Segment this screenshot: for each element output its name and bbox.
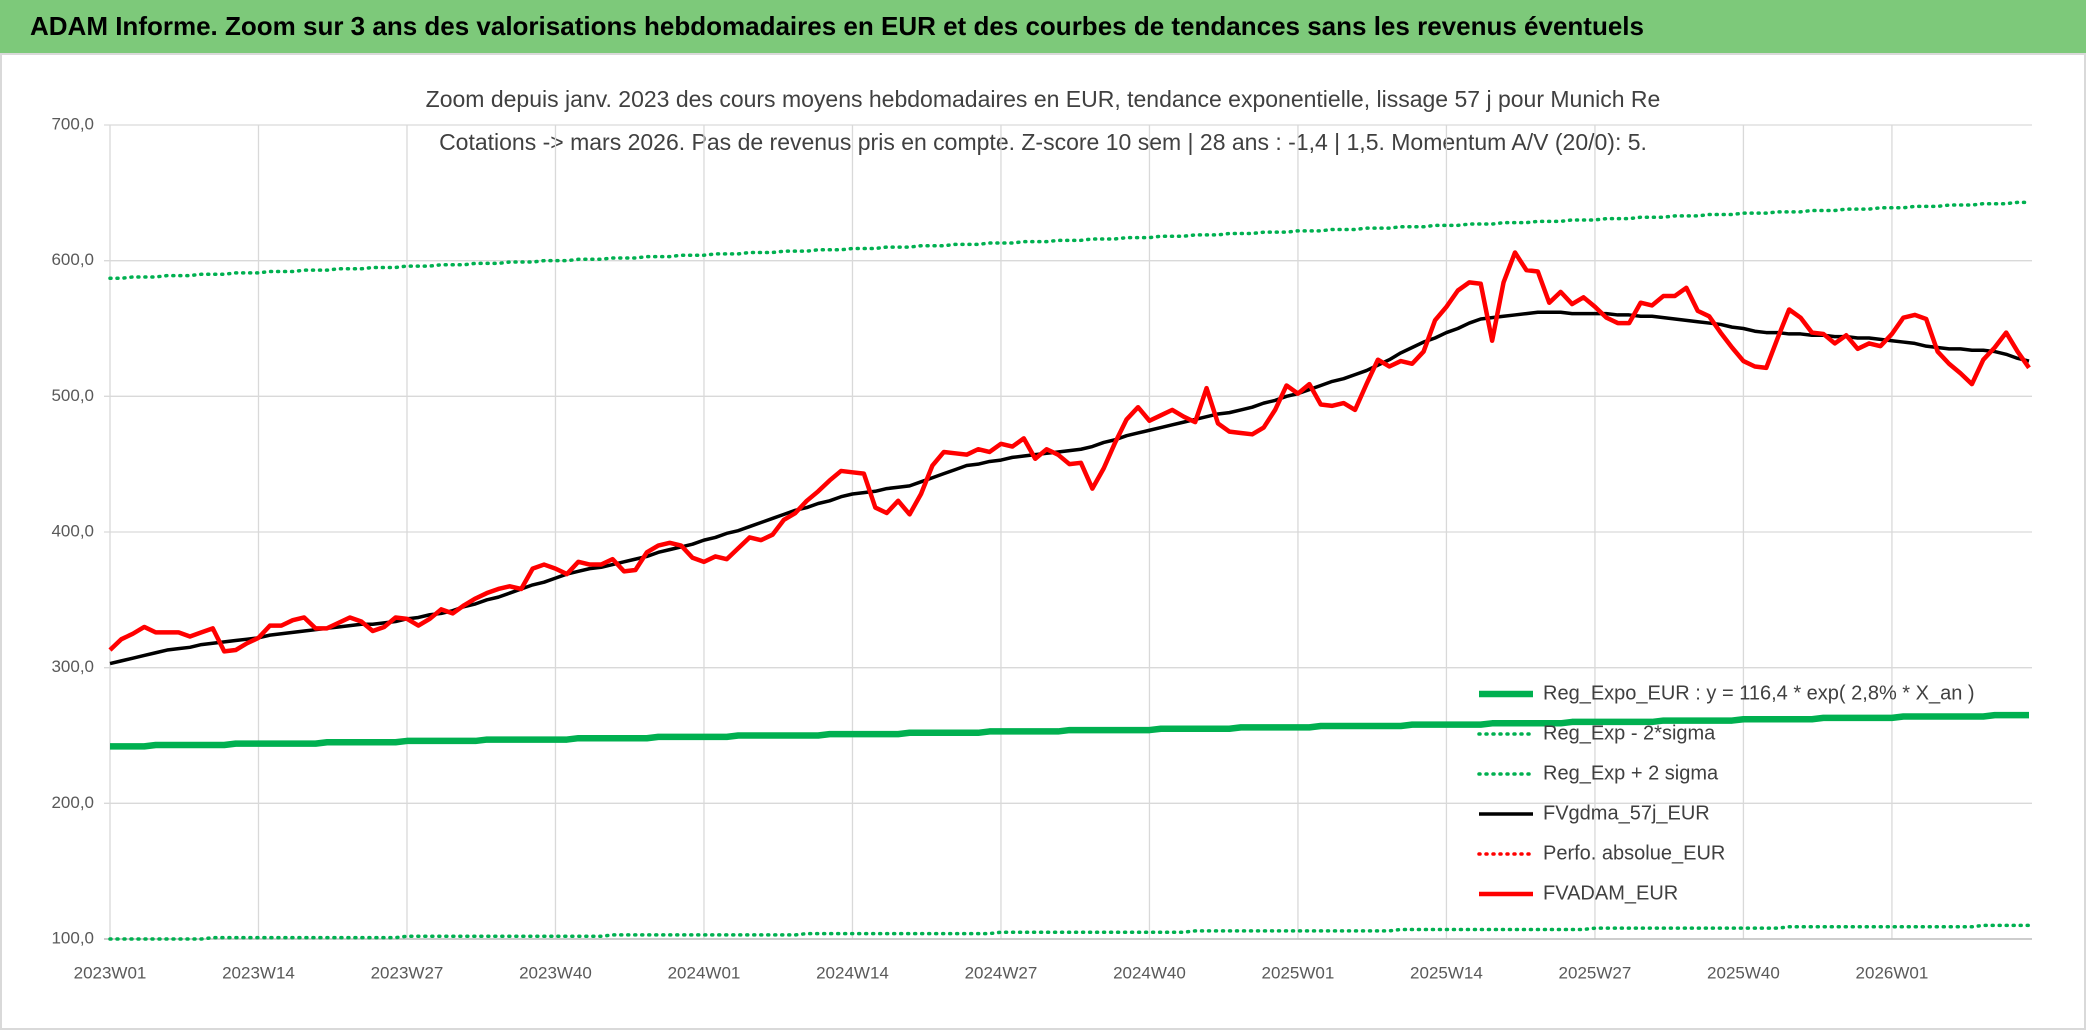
legend-label: Reg_Exp + 2 sigma bbox=[1543, 762, 1719, 784]
series-line bbox=[109, 310, 2030, 666]
chart-border bbox=[0, 53, 2086, 1030]
legend-label: Reg_Expo_EUR : y = 116,4 * exp( 2,8% * X… bbox=[1543, 682, 1975, 704]
y-tick-label: 200,0 bbox=[51, 793, 94, 812]
y-tick-label: 100,0 bbox=[51, 928, 94, 947]
header-bar bbox=[0, 0, 2086, 53]
chart-subtitle: Zoom depuis janv. 2023 des cours moyens … bbox=[426, 86, 1661, 112]
x-tick-label: 2023W01 bbox=[74, 963, 147, 982]
x-tick-label: 2023W40 bbox=[519, 963, 592, 982]
y-tick-label: 700,0 bbox=[51, 114, 94, 133]
y-tick-label: 600,0 bbox=[51, 250, 94, 269]
chart-subtitle: Cotations -> mars 2026. Pas de revenus p… bbox=[439, 129, 1647, 155]
y-tick-label: 500,0 bbox=[51, 386, 94, 405]
legend-label: Perfo. absolue_EUR bbox=[1543, 842, 1725, 864]
x-tick-label: 2024W14 bbox=[816, 963, 889, 982]
x-tick-label: 2026W01 bbox=[1856, 963, 1929, 982]
x-tick-label: 2024W01 bbox=[668, 963, 741, 982]
series-line bbox=[108, 250, 2031, 654]
x-tick-label: 2025W27 bbox=[1559, 963, 1632, 982]
page-title: ADAM Informe. Zoom sur 3 ans des valoris… bbox=[30, 11, 1644, 41]
series-line bbox=[110, 711, 2029, 750]
legend-label: FVgdma_57j_EUR bbox=[1543, 802, 1710, 824]
legend-label: Reg_Exp - 2*sigma bbox=[1543, 722, 1716, 744]
x-tick-label: 2023W27 bbox=[371, 963, 444, 982]
x-tick-label: 2025W01 bbox=[1262, 963, 1335, 982]
x-tick-label: 2025W40 bbox=[1707, 963, 1780, 982]
x-tick-label: 2025W14 bbox=[1410, 963, 1483, 982]
x-tick-label: 2024W40 bbox=[1113, 963, 1186, 982]
x-tick-label: 2024W27 bbox=[965, 963, 1038, 982]
y-tick-label: 300,0 bbox=[51, 657, 94, 676]
y-tick-label: 400,0 bbox=[51, 521, 94, 540]
legend-label: FVADAM_EUR bbox=[1543, 882, 1678, 904]
series-line bbox=[108, 923, 2031, 941]
series-line bbox=[108, 200, 2031, 281]
x-tick-label: 2023W14 bbox=[222, 963, 295, 982]
